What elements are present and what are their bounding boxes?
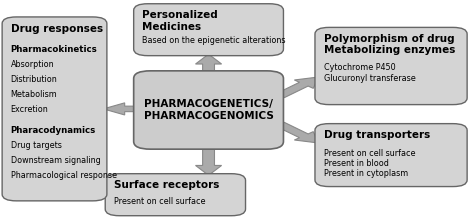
Text: Pharmacokinetics: Pharmacokinetics bbox=[11, 45, 98, 54]
FancyBboxPatch shape bbox=[315, 27, 467, 105]
Text: Distribution: Distribution bbox=[11, 75, 57, 84]
Text: Downstream signaling: Downstream signaling bbox=[11, 156, 100, 165]
FancyBboxPatch shape bbox=[105, 174, 246, 216]
Text: Present on cell surface
Present in blood
Present in cytoplasm: Present on cell surface Present in blood… bbox=[323, 148, 415, 178]
Text: Present on cell surface: Present on cell surface bbox=[114, 198, 205, 206]
Text: Metabolism: Metabolism bbox=[11, 90, 57, 99]
Text: Excretion: Excretion bbox=[11, 105, 48, 114]
Text: Polymorphism of drug
Metabolizing enzymes: Polymorphism of drug Metabolizing enzyme… bbox=[323, 33, 455, 55]
Text: Absorption: Absorption bbox=[11, 60, 55, 69]
FancyBboxPatch shape bbox=[2, 17, 107, 201]
Polygon shape bbox=[276, 122, 319, 143]
Text: Pharacodynamics: Pharacodynamics bbox=[11, 126, 96, 135]
Text: Surface receptors: Surface receptors bbox=[114, 180, 219, 190]
Text: Drug responses: Drug responses bbox=[11, 24, 103, 34]
Text: Drug transporters: Drug transporters bbox=[323, 130, 430, 140]
Text: Based on the epigenetic alterations: Based on the epigenetic alterations bbox=[142, 36, 286, 45]
Polygon shape bbox=[195, 54, 221, 73]
Polygon shape bbox=[195, 147, 221, 175]
Polygon shape bbox=[276, 77, 319, 98]
Text: Personalized
Medicines: Personalized Medicines bbox=[142, 10, 218, 31]
Text: Cytochrome P450
Glucuronyl transferase: Cytochrome P450 Glucuronyl transferase bbox=[323, 63, 415, 83]
Text: PHARMACOGENETICS/
PHARMACOGENOMICS: PHARMACOGENETICS/ PHARMACOGENOMICS bbox=[144, 99, 273, 121]
Text: Drug targets: Drug targets bbox=[11, 141, 62, 150]
FancyBboxPatch shape bbox=[134, 4, 283, 56]
FancyBboxPatch shape bbox=[315, 124, 467, 187]
FancyBboxPatch shape bbox=[134, 71, 283, 149]
Polygon shape bbox=[103, 103, 137, 115]
Text: Pharmacological response: Pharmacological response bbox=[11, 171, 117, 180]
